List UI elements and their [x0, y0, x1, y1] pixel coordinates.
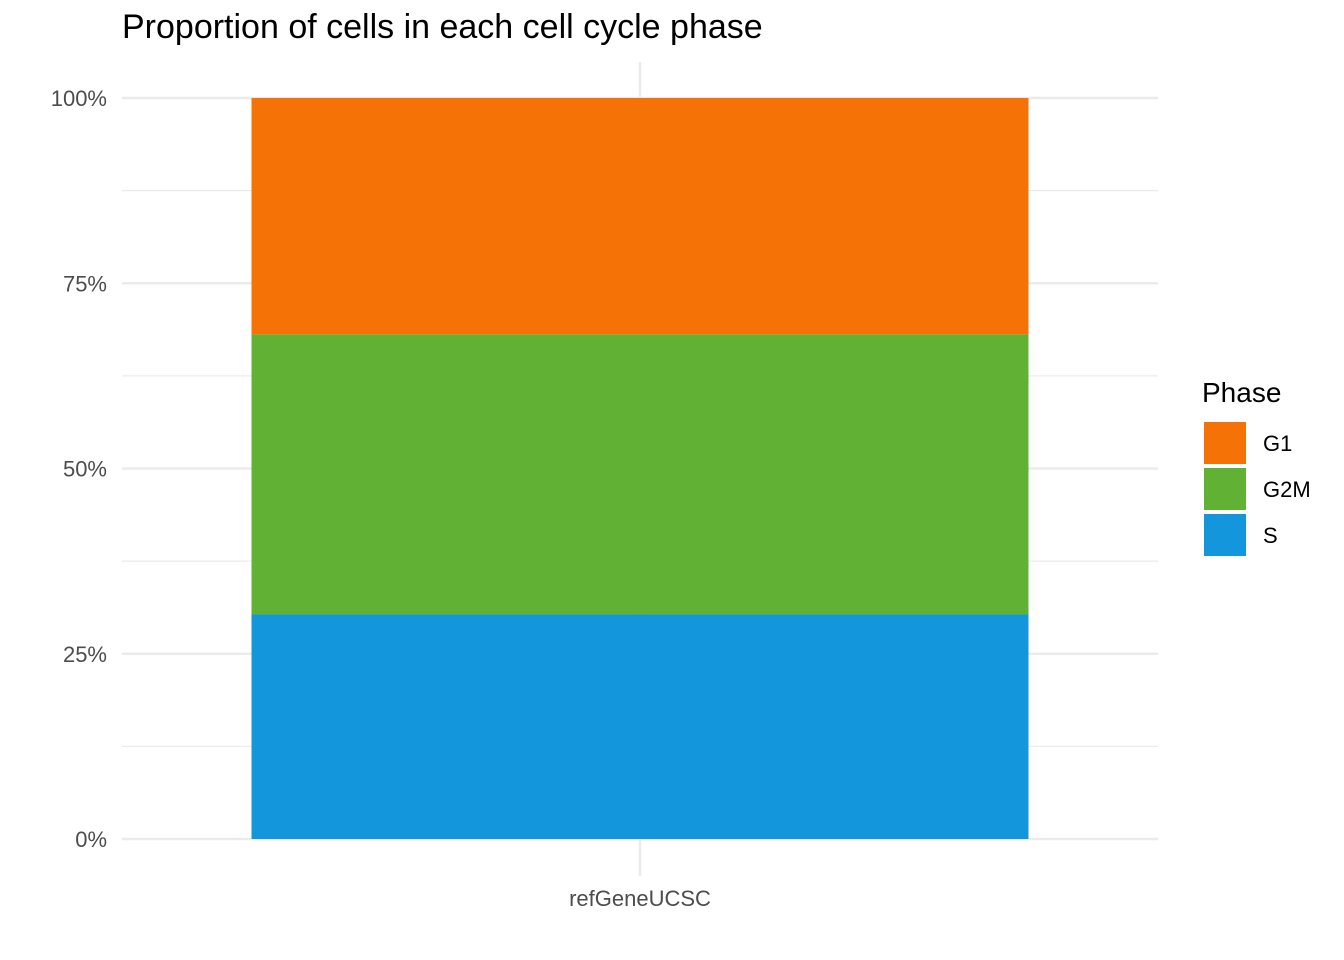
x-axis: refGeneUCSC [569, 886, 711, 911]
legend-label-g1: G1 [1263, 431, 1292, 456]
legend-key-g1 [1204, 422, 1246, 464]
legend-label-s: S [1263, 523, 1278, 548]
legend-key-g2m [1204, 468, 1246, 510]
chart-title: Proportion of cells in each cell cycle p… [122, 8, 763, 46]
legend-title: Phase [1202, 377, 1281, 408]
bars [251, 98, 1029, 839]
bar-segment-s [251, 614, 1029, 839]
legend-label-g2m: G2M [1263, 477, 1311, 502]
bar-segment-g2m [251, 334, 1029, 615]
legend: Phase G1 G2M S [1202, 377, 1311, 556]
y-tick-label: 50% [63, 457, 107, 482]
y-tick-label: 25% [63, 642, 107, 667]
legend-key-s [1204, 514, 1246, 556]
bar-segment-g1 [251, 98, 1029, 335]
y-tick-label: 75% [63, 271, 107, 296]
y-tick-label: 100% [51, 86, 107, 111]
x-tick-label: refGeneUCSC [569, 886, 711, 911]
y-tick-label: 0% [75, 827, 107, 852]
y-axis: 0% 25% 50% 75% 100% [51, 86, 107, 852]
